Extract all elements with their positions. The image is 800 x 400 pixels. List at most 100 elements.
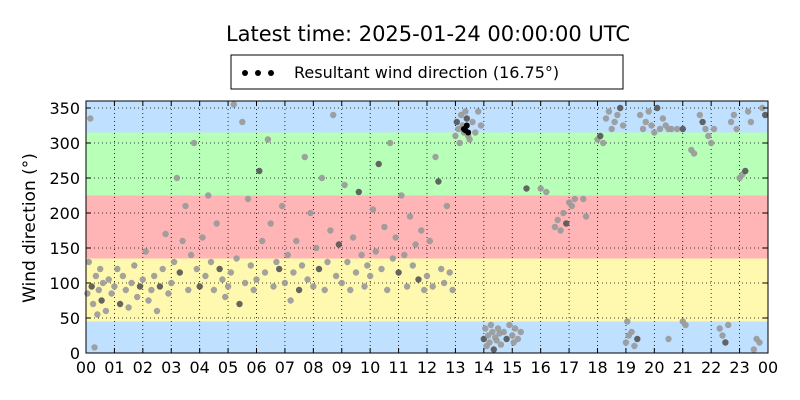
scatter-point	[352, 269, 360, 276]
scatter-point	[747, 118, 755, 126]
chart-title: Latest time: 2025-01-24 00:00:00 UTC	[226, 22, 630, 46]
scatter-point	[486, 339, 493, 346]
scatter-point	[108, 290, 115, 297]
scatter-point	[216, 265, 223, 273]
scatter-point	[719, 332, 726, 339]
scatter-point	[230, 101, 237, 108]
scatter-point	[134, 293, 141, 301]
direction-bands	[86, 101, 768, 353]
scatter-point	[659, 115, 667, 122]
scatter-point	[364, 262, 371, 269]
scatter-point	[421, 286, 428, 294]
y-tick-label: 150	[49, 239, 80, 258]
scatter-point	[293, 237, 300, 245]
scatter-point	[744, 108, 752, 115]
scatter-point	[139, 276, 146, 283]
scatter-point	[475, 108, 482, 115]
scatter-point	[193, 265, 200, 273]
scatter-point	[395, 269, 402, 276]
scatter-point	[511, 325, 519, 332]
x-tick-label: 03	[161, 358, 181, 377]
scatter-point	[295, 286, 303, 294]
scatter-point	[105, 276, 112, 283]
x-tick-label: 14	[474, 358, 494, 377]
scatter-point	[733, 125, 740, 133]
scatter-point	[449, 286, 456, 294]
scatter-point	[477, 122, 485, 129]
scatter-point	[415, 276, 422, 283]
scatter-point	[173, 174, 181, 182]
scatter-point	[162, 230, 169, 238]
legend-marker-dot	[242, 70, 248, 76]
scatter-point	[97, 265, 104, 273]
scatter-point	[259, 237, 266, 245]
scatter-point	[92, 272, 100, 280]
scatter-point	[710, 125, 718, 133]
x-tick-label: 05	[218, 358, 238, 377]
scatter-point	[233, 255, 240, 262]
x-tick-label: 18	[587, 358, 607, 377]
scatter-point	[756, 339, 763, 346]
scatter-point	[750, 346, 757, 353]
scatter-point	[622, 339, 630, 346]
y-tick-label: 50	[60, 309, 80, 328]
scatter-point	[224, 283, 232, 290]
scatter-point	[463, 115, 470, 122]
scatter-point	[435, 178, 442, 185]
scatter-point	[568, 202, 576, 210]
x-tick-label: 13	[445, 358, 465, 377]
scatter-point	[250, 286, 257, 294]
scatter-point	[497, 341, 505, 348]
scatter-point	[509, 332, 516, 339]
scatter-point	[304, 276, 311, 283]
x-tick-label: 07	[275, 358, 295, 377]
scatter-point	[403, 283, 411, 290]
x-tick-label: 09	[332, 358, 352, 377]
scatter-point	[335, 241, 343, 248]
scatter-point	[122, 286, 129, 294]
scatter-point	[315, 265, 323, 273]
scatter-point	[276, 265, 283, 273]
x-tick-label: 11	[388, 358, 408, 377]
scatter-point	[142, 248, 149, 255]
x-tick-label: 04	[189, 358, 209, 377]
scatter-point	[196, 283, 203, 290]
scatter-point	[494, 325, 502, 332]
scatter-point	[244, 195, 252, 203]
scatter-point	[682, 321, 689, 329]
scatter-point	[462, 108, 469, 115]
scatter-point	[456, 139, 463, 147]
scatter-point	[290, 269, 297, 276]
scatter-point	[202, 272, 209, 280]
scatter-point	[119, 272, 127, 280]
scatter-point	[381, 223, 388, 231]
scatter-point	[102, 307, 110, 315]
scatter-point	[563, 220, 570, 227]
x-tick-label: 20	[644, 358, 664, 377]
scatter-point	[95, 286, 103, 294]
scatter-point	[156, 283, 164, 290]
scatter-point	[702, 125, 709, 133]
scatter-point	[111, 283, 118, 290]
scatter-point	[128, 279, 135, 287]
scatter-point	[469, 118, 476, 126]
scatter-point	[170, 258, 178, 266]
scatter-point	[510, 339, 517, 346]
scatter-point	[347, 286, 354, 294]
scatter-point	[730, 111, 738, 119]
scatter-point	[89, 300, 97, 308]
scatter-point	[98, 297, 105, 304]
scatter-point	[361, 283, 368, 290]
scatter-point	[273, 258, 280, 266]
scatter-point	[557, 227, 564, 234]
legend-marker-dot	[268, 70, 274, 76]
scatter-point	[344, 258, 351, 266]
legend: Resultant wind direction (16.75°)	[230, 54, 624, 90]
resultant-point	[463, 122, 470, 129]
scatter-point	[136, 283, 144, 290]
scatter-point	[159, 265, 166, 273]
scatter-point	[639, 125, 647, 133]
scatter-point	[493, 337, 500, 344]
scatter-point	[324, 258, 331, 266]
y-tick-label: 250	[49, 169, 80, 188]
